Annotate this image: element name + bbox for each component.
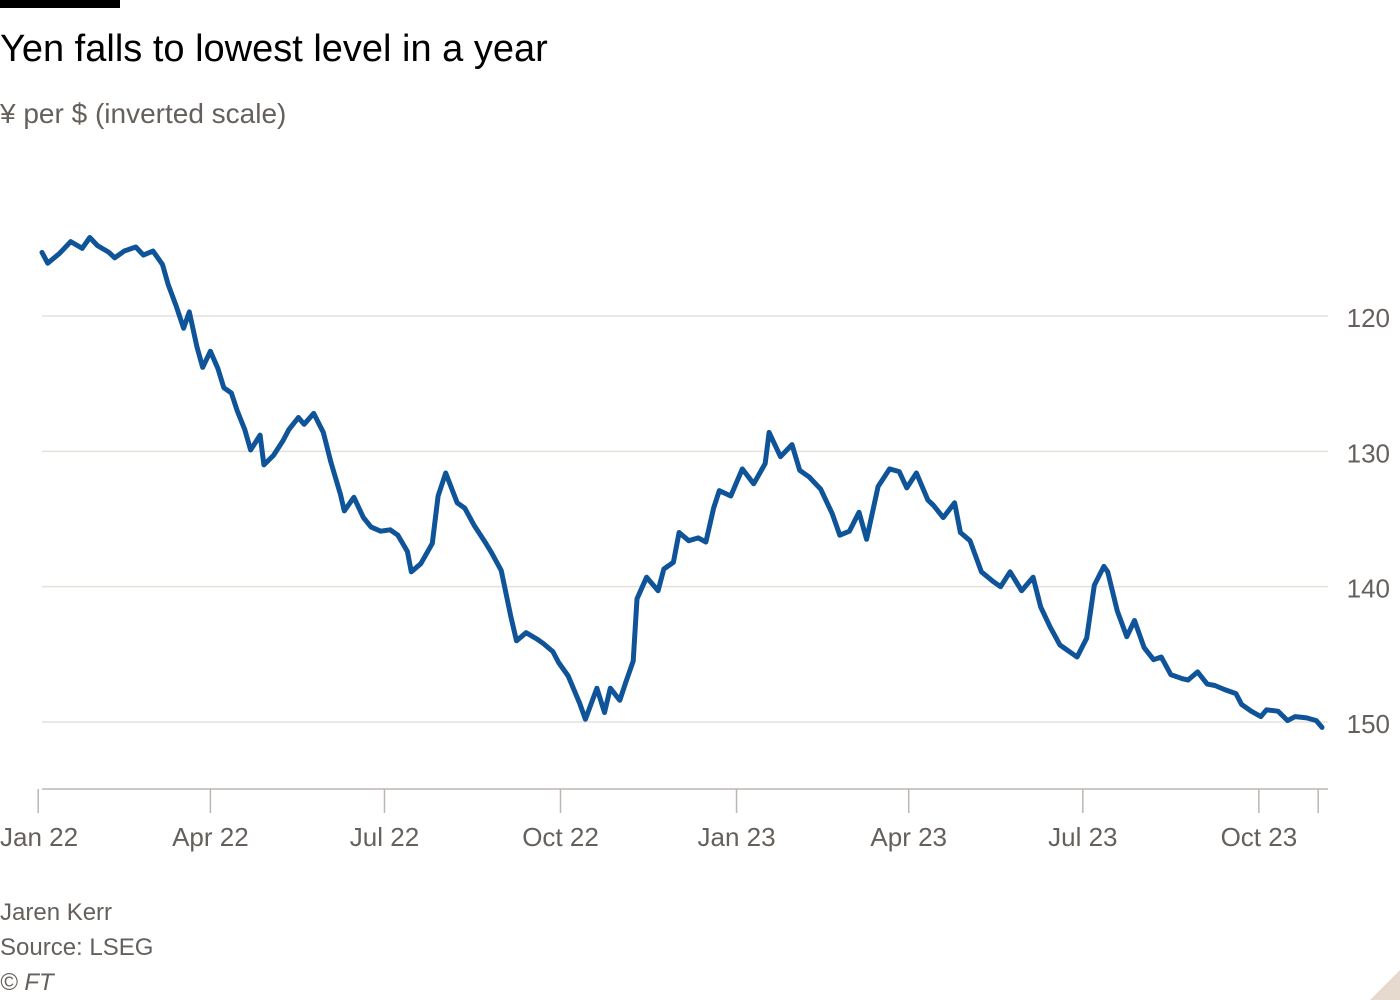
x-tick-label: Apr 23 (870, 822, 947, 852)
x-tick-label: Apr 22 (172, 822, 249, 852)
series-line-0 (39, 235, 1325, 730)
x-tick-label: Jul 23 (1048, 822, 1117, 852)
brand-bar (0, 0, 120, 8)
y-axis: 120 130 140 150 (1347, 303, 1390, 739)
y-tick-label: 130 (1347, 438, 1390, 468)
x-tick-label: Jul 22 (350, 822, 419, 852)
chart-subtitle: ¥ per $ (inverted scale) (0, 98, 287, 129)
x-tick-label: Jan 23 (697, 822, 775, 852)
corner-fold (1370, 970, 1400, 1000)
y-gridlines (42, 315, 1328, 723)
x-tick-label: Jan 22 (0, 822, 78, 852)
copyright: © FT (0, 969, 54, 996)
y-tick-label: 120 (1347, 303, 1390, 333)
source-note: Source: LSEG (0, 934, 154, 961)
x-tick-label: Oct 23 (1221, 822, 1298, 852)
y-tick-label: 140 (1347, 574, 1390, 604)
chart-title: Yen falls to lowest level in a year (0, 28, 548, 70)
series-group (39, 235, 1325, 730)
x-tick-label: Oct 22 (522, 822, 599, 852)
y-tick-label: 150 (1347, 709, 1390, 739)
x-axis: Jan 22 Apr 22 Jul 22 Oct 22 Jan 23 Apr 23 Jul … (0, 788, 1328, 852)
byline: Jaren Kerr (0, 899, 113, 926)
